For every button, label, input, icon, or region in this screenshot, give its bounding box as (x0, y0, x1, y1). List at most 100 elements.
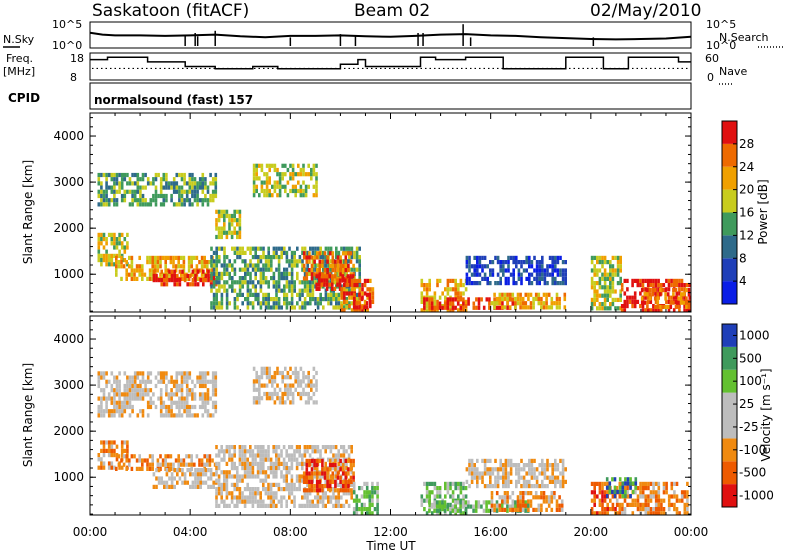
data-cell (686, 490, 689, 495)
data-cell (490, 503, 494, 508)
data-cell (126, 375, 129, 380)
data-cell (321, 495, 325, 500)
data-cell (118, 185, 121, 190)
data-cell (441, 507, 444, 512)
data-cell (209, 484, 213, 489)
data-cell (321, 474, 325, 479)
data-cell (196, 269, 200, 274)
data-cell (310, 172, 313, 177)
data-cell (251, 301, 255, 306)
data-cell (288, 495, 291, 500)
data-cell (267, 255, 270, 260)
data-cell (220, 226, 223, 231)
data-cell (217, 449, 221, 454)
data-cell (519, 296, 522, 302)
data-cell (110, 185, 114, 190)
data-cell (298, 487, 301, 492)
data-cell (260, 383, 264, 388)
data-cell (352, 490, 356, 495)
data-cell (280, 271, 283, 276)
data-cell (323, 251, 327, 256)
data-cell (169, 255, 173, 260)
data-cell (191, 172, 194, 178)
data-cell (425, 297, 429, 302)
data-cell (139, 383, 142, 389)
data-cell (649, 490, 653, 495)
data-cell (537, 495, 541, 500)
data-cell (282, 495, 286, 500)
data-cell (324, 259, 328, 264)
data-cell (659, 292, 662, 297)
data-cell (652, 511, 655, 516)
data-cell (175, 404, 179, 410)
data-cell (228, 284, 231, 289)
data-cell (485, 504, 488, 509)
data-cell (358, 287, 362, 292)
data-cell (545, 292, 548, 297)
data-cell (118, 189, 121, 194)
data-cell (126, 404, 129, 410)
data-cell (236, 230, 239, 235)
data-cell (281, 370, 284, 376)
data-cell (454, 481, 457, 486)
data-cell (307, 184, 310, 189)
data-cell (371, 291, 375, 296)
x-tick-label: 04:00 (173, 525, 208, 539)
data-cell (283, 284, 286, 289)
data-cell (464, 500, 468, 505)
data-cell (220, 457, 223, 462)
data-cell (196, 472, 200, 477)
data-cell (564, 276, 567, 281)
data-cell (163, 484, 166, 489)
data-cell (308, 268, 311, 273)
data-cell (299, 188, 303, 194)
data-cell (291, 370, 295, 376)
data-cell (470, 458, 474, 463)
data-cell (307, 396, 310, 401)
data-cell (210, 246, 213, 251)
data-cell (606, 502, 609, 507)
data-cell (345, 491, 348, 496)
data-cell (269, 466, 273, 471)
data-cell (363, 481, 366, 486)
data-cell (123, 193, 127, 199)
data-cell (180, 383, 184, 389)
data-cell (561, 471, 565, 476)
data-cell (678, 283, 681, 288)
data-cell (214, 388, 218, 393)
data-cell (218, 284, 221, 289)
data-cell (130, 466, 134, 471)
data-cell (598, 511, 602, 516)
data-cell (590, 507, 594, 512)
data-cell (97, 245, 101, 250)
data-cell (278, 188, 282, 194)
colorbar-tick-label: -100 (739, 443, 766, 457)
data-cell (285, 284, 289, 289)
data-cell (118, 396, 121, 401)
data-cell (118, 465, 121, 470)
data-cell (113, 245, 116, 250)
data-cell (257, 297, 260, 302)
data-cell (267, 301, 270, 306)
data-cell (165, 468, 169, 473)
data-cell (268, 391, 271, 397)
data-cell (277, 453, 281, 458)
data-cell (311, 445, 314, 450)
data-cell (446, 305, 450, 310)
data-cell (180, 392, 184, 397)
data-cell (598, 276, 602, 281)
data-cell (661, 304, 665, 309)
data-cell (172, 383, 176, 389)
colorbar-tick-label: 500 (739, 351, 762, 365)
data-cell (301, 288, 304, 293)
data-cell (339, 255, 342, 260)
data-cell (225, 255, 229, 260)
data-cell (517, 471, 521, 476)
data-cell (301, 503, 304, 508)
data-cell (601, 260, 604, 265)
data-cell (196, 375, 199, 380)
data-cell (358, 255, 361, 260)
data-cell (639, 502, 642, 507)
data-cell (278, 180, 282, 185)
data-cell (167, 454, 170, 459)
